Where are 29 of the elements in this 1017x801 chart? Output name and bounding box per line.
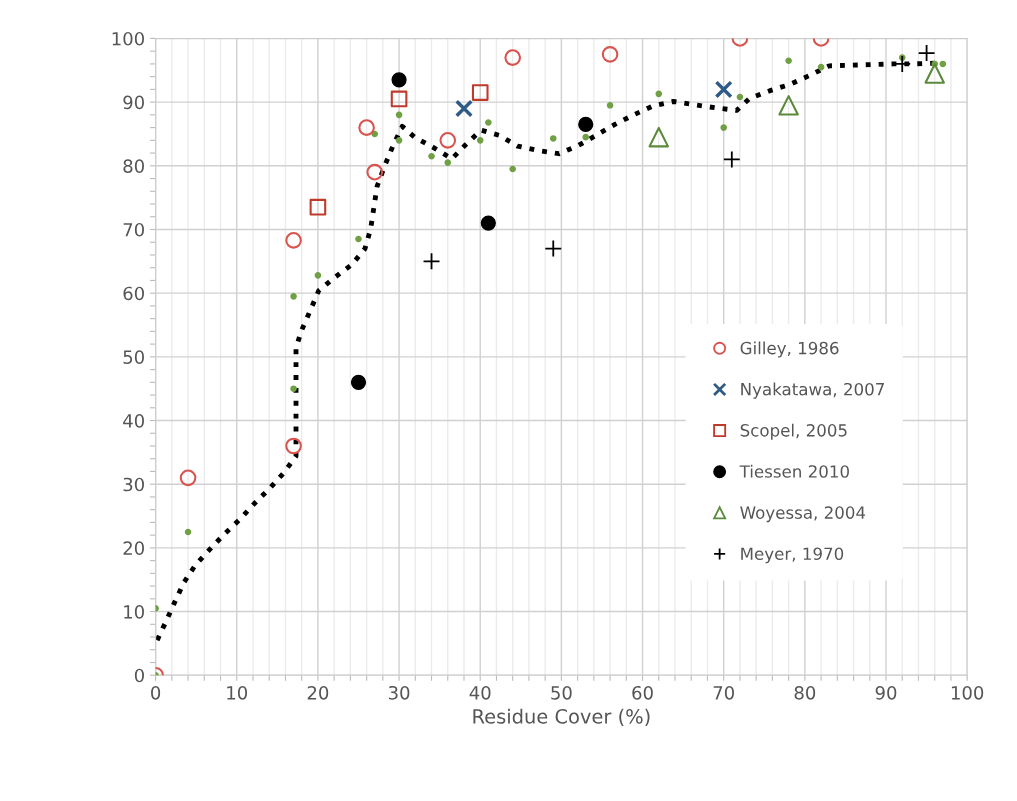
x-axis-title: Residue Cover (%): [473, 708, 650, 727]
legend-label: Scopel, 2005: [740, 423, 847, 440]
x-tick-label: 70: [713, 685, 734, 700]
x-tick-label: 20: [307, 685, 329, 700]
x-tick-label: 100: [951, 685, 984, 700]
y-tick-label: 60: [123, 286, 144, 301]
x-tick-label: 10: [227, 685, 248, 700]
y-tick-label: 30: [123, 477, 144, 492]
y-tick-label: 40: [123, 413, 144, 428]
x-tick-label: 40: [469, 685, 491, 700]
y-tick-label: 10: [124, 605, 144, 619]
y-tick-label: 90: [123, 95, 144, 110]
x-tick-label: 30: [388, 685, 410, 700]
x-tick-label: 80: [794, 685, 816, 700]
y-tick-label: 0: [134, 668, 144, 683]
x-tick-label: 50: [551, 685, 572, 700]
y-tick-label: 100: [112, 31, 144, 46]
y-tick-label: 50: [123, 350, 144, 364]
x-tick-label: 60: [632, 685, 653, 700]
legend-label: Meyer, 1970: [741, 547, 844, 564]
x-tick-label: 90: [875, 685, 897, 700]
y-tick-label: 20: [123, 541, 144, 555]
x-tick-label: 0: [151, 685, 161, 700]
y-tick-label: 80: [123, 159, 144, 173]
legend-label: Gilley, 1986: [740, 341, 839, 358]
y-tick-label: 70: [123, 222, 144, 237]
legend-label: Tiessen 2010: [739, 464, 849, 478]
legend-label: Nyakatawa, 2007: [741, 382, 884, 399]
legend-label: Woyessa, 2004: [740, 506, 866, 523]
